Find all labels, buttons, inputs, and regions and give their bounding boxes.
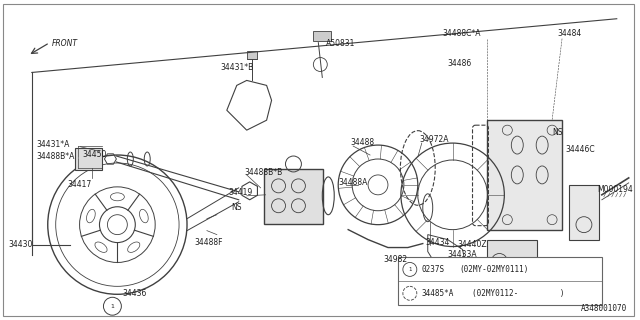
Text: 34430: 34430 bbox=[8, 240, 33, 249]
Text: 34486: 34486 bbox=[447, 59, 472, 68]
Text: 34488: 34488 bbox=[350, 138, 374, 147]
Text: FRONT: FRONT bbox=[52, 39, 77, 48]
Text: (02MY0112-         ): (02MY0112- ) bbox=[472, 289, 564, 298]
Bar bbox=[569, 185, 599, 240]
Bar bbox=[75, 148, 102, 170]
Text: 34431*B: 34431*B bbox=[221, 62, 254, 71]
Text: 34440Z: 34440Z bbox=[458, 240, 487, 249]
Bar bbox=[488, 240, 537, 274]
Text: 0237S: 0237S bbox=[422, 266, 445, 275]
Text: 34982: 34982 bbox=[383, 254, 407, 263]
Text: 34446C: 34446C bbox=[565, 145, 595, 154]
Bar bbox=[264, 169, 323, 224]
Text: 34450: 34450 bbox=[83, 150, 107, 159]
Bar bbox=[398, 258, 602, 305]
Text: 1: 1 bbox=[111, 304, 115, 309]
Text: NS: NS bbox=[231, 203, 241, 212]
Text: A50831: A50831 bbox=[326, 39, 356, 48]
Text: 34484: 34484 bbox=[557, 29, 581, 38]
Text: 34488B*A: 34488B*A bbox=[37, 152, 75, 161]
Text: 1: 1 bbox=[408, 267, 412, 272]
Text: A348001070: A348001070 bbox=[580, 304, 627, 313]
Text: 34436: 34436 bbox=[122, 289, 147, 298]
Text: 34417: 34417 bbox=[68, 180, 92, 189]
Bar bbox=[246, 51, 257, 59]
Text: 34431*A: 34431*A bbox=[37, 140, 70, 149]
Text: M000194: M000194 bbox=[597, 185, 632, 194]
Text: 34488B*B: 34488B*B bbox=[244, 168, 283, 177]
Text: 34433A: 34433A bbox=[447, 250, 477, 259]
Bar bbox=[488, 120, 562, 230]
Text: 34488C*A: 34488C*A bbox=[443, 29, 481, 38]
Text: NS: NS bbox=[552, 128, 563, 137]
Text: 34972A: 34972A bbox=[420, 135, 449, 144]
Text: 34488A: 34488A bbox=[338, 178, 367, 187]
Text: (02MY-02MY0111): (02MY-02MY0111) bbox=[460, 266, 529, 275]
Text: 34434: 34434 bbox=[426, 237, 450, 247]
Text: 34488F: 34488F bbox=[194, 237, 223, 247]
Bar bbox=[314, 31, 332, 41]
Text: 34485*A: 34485*A bbox=[422, 289, 454, 298]
Text: 34419: 34419 bbox=[228, 188, 253, 197]
